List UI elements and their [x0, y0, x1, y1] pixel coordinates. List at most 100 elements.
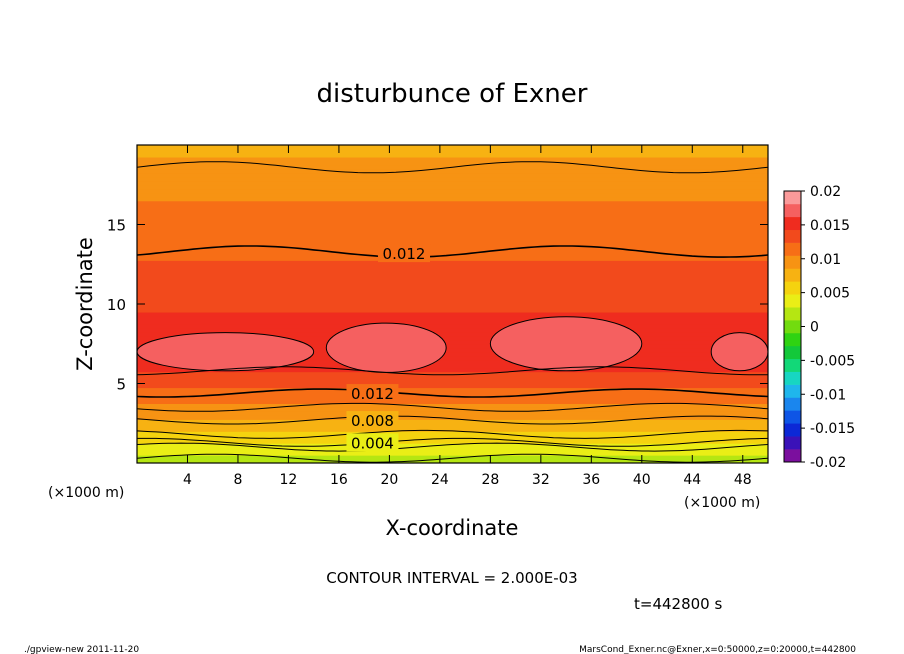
fill-band	[137, 355, 768, 361]
colorbar-band	[784, 384, 801, 398]
fill-band	[137, 264, 768, 269]
contour-labels: 0.012 0.012 0.008 0.004	[346, 244, 431, 452]
footer-right: MarsCond_Exner.nc@Exner,x=0:50000,z=0:20…	[579, 645, 856, 654]
fill-band	[137, 383, 768, 389]
fill-band	[137, 331, 768, 337]
fill-band	[137, 204, 768, 210]
y-axis: 5 10 15	[107, 217, 768, 394]
contour-fill	[137, 145, 768, 463]
fill-band	[137, 156, 768, 162]
fill-band	[137, 200, 768, 206]
y-tick-label: 10	[107, 296, 126, 314]
x-tick-label: 36	[582, 472, 600, 488]
colorbar-band	[784, 371, 801, 385]
colorbar-band	[784, 449, 801, 463]
fill-band	[137, 423, 768, 428]
fill-band	[137, 447, 768, 452]
fill-band	[137, 359, 768, 365]
colorbar-band	[784, 281, 801, 295]
contour-label: 0.004	[351, 434, 394, 452]
fill-band	[137, 224, 768, 230]
fill-band	[137, 387, 768, 393]
fill-band	[137, 272, 768, 277]
fill-band	[137, 455, 768, 460]
fill-band	[137, 180, 768, 186]
colorbar-label: 0.02	[810, 184, 841, 200]
fill-band	[137, 192, 768, 198]
y-axis-label: Z-coordinate	[73, 237, 97, 371]
fill-band	[137, 459, 768, 463]
contour-label-bg	[346, 433, 399, 452]
contour-line	[137, 437, 768, 447]
x-axis: 4 8 12 16 20 24 28 32 36 40 44 48	[183, 145, 752, 488]
fill-band	[137, 335, 768, 341]
chart-title: disturbunce of Exner	[317, 79, 588, 109]
fill-band	[137, 284, 768, 289]
x-tick-label: 16	[330, 472, 348, 488]
fill-band	[137, 145, 768, 150]
fill-band	[137, 323, 768, 329]
colorbar-band	[784, 423, 801, 437]
colorbar: -0.02 -0.015 -0.01 -0.005 0 0.005 0.01 0.015 0.0…	[783, 184, 855, 471]
fill-band	[137, 415, 768, 420]
contour-line	[137, 388, 768, 398]
fill-band	[137, 240, 768, 245]
contour-line	[137, 402, 768, 412]
high-cell	[137, 332, 315, 372]
colorbar-band	[784, 294, 801, 308]
colorbar-label: 0	[810, 320, 819, 336]
fill-band	[137, 363, 768, 369]
footer-left: ./gpview-new 2011-11-20	[24, 645, 139, 654]
fill-band	[137, 220, 768, 226]
colorbar-band	[784, 242, 801, 256]
high-cell	[489, 316, 643, 372]
fill-band	[137, 395, 768, 400]
colorbar-label: -0.01	[810, 387, 846, 403]
colorbar-band	[784, 320, 801, 334]
fill-band	[137, 244, 768, 249]
fill-band	[137, 304, 768, 309]
fill-band	[137, 435, 768, 440]
colorbar-band	[784, 268, 801, 282]
fill-band	[137, 172, 768, 178]
x-tick-label: 48	[734, 472, 752, 488]
fill-band	[137, 419, 768, 424]
fill-band	[137, 288, 768, 293]
fill-band	[137, 451, 768, 456]
colorbar-band	[784, 216, 801, 231]
fill-band	[137, 339, 768, 345]
colorbar-band	[784, 255, 801, 269]
fill-band	[137, 276, 768, 281]
fill-band	[137, 403, 768, 408]
contour-line	[137, 429, 768, 439]
contour-lines	[137, 161, 768, 463]
colorbar-band	[784, 436, 801, 450]
fill-band	[137, 300, 768, 305]
fill-band	[137, 216, 768, 222]
contour-label: 0.012	[383, 245, 426, 263]
fill-band	[137, 347, 768, 353]
x-tick-label: 8	[233, 472, 242, 488]
x-unit-right: (×1000 m)	[684, 495, 760, 511]
fill-band	[137, 196, 768, 202]
fill-band	[137, 176, 768, 182]
colorbar-band	[784, 229, 801, 243]
y-tick-label: 5	[116, 376, 126, 394]
colorbar-label: 0.01	[810, 252, 841, 268]
high-cell	[710, 332, 768, 372]
x-unit-left: (×1000 m)	[48, 485, 124, 501]
fill-band	[137, 399, 768, 404]
colorbar-label: -0.005	[810, 353, 855, 369]
fill-band	[137, 232, 768, 238]
fill-band	[137, 260, 768, 265]
contour-line	[137, 245, 768, 258]
fill-band	[137, 160, 768, 166]
fill-band	[137, 168, 768, 174]
fill-band	[137, 184, 768, 190]
fill-band	[137, 292, 768, 297]
fill-band	[137, 375, 768, 381]
colorbar-band	[784, 307, 801, 321]
high-cell	[325, 322, 447, 373]
fill-band	[137, 411, 768, 416]
fill-band	[137, 296, 768, 301]
